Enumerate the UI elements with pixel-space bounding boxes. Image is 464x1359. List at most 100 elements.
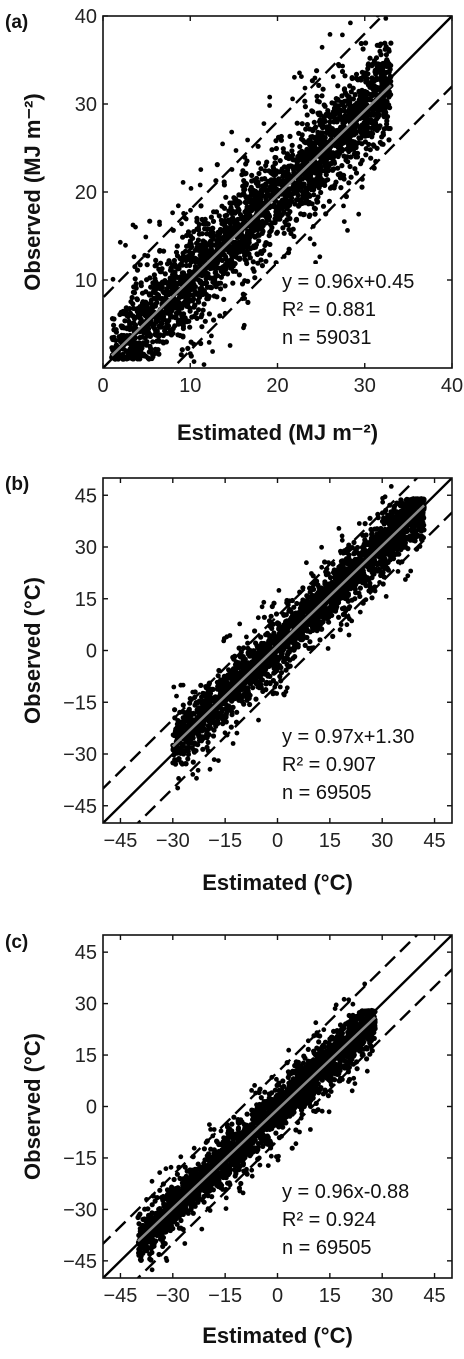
scatter-point bbox=[243, 161, 249, 167]
scatter-point bbox=[153, 257, 159, 263]
scatter-point bbox=[281, 658, 287, 665]
scatter-point bbox=[262, 186, 268, 192]
scatter-point bbox=[297, 70, 302, 76]
scatter-point bbox=[311, 192, 317, 198]
scatter-point bbox=[362, 573, 368, 579]
scatter-point bbox=[220, 141, 226, 147]
scatter-point bbox=[375, 109, 381, 116]
scatter-point bbox=[192, 303, 198, 309]
scatter-point bbox=[374, 75, 380, 81]
scatter-point bbox=[268, 613, 274, 619]
scatter-point bbox=[204, 231, 210, 237]
scatter-point bbox=[202, 244, 209, 250]
scatter-point bbox=[317, 254, 323, 260]
scatter-point bbox=[160, 332, 166, 339]
scatter-point bbox=[202, 318, 208, 324]
scatter-point bbox=[307, 126, 313, 132]
scatter-point bbox=[223, 194, 229, 200]
scatter-point bbox=[125, 352, 131, 359]
scatter-point bbox=[203, 272, 209, 278]
scatter-point bbox=[309, 176, 315, 183]
scatter-point bbox=[249, 208, 255, 214]
scatter-point bbox=[164, 261, 171, 267]
scatter-point bbox=[187, 308, 193, 314]
scatter-point bbox=[276, 621, 282, 627]
scatter-point bbox=[133, 224, 138, 230]
scatter-point bbox=[143, 289, 149, 295]
x-tick-label: 30 bbox=[354, 375, 376, 397]
scatter-point bbox=[293, 186, 299, 192]
scatter-point bbox=[263, 258, 269, 264]
scatter-point bbox=[206, 340, 212, 345]
scatter-point bbox=[227, 200, 233, 206]
scatter-point bbox=[216, 280, 222, 286]
scatter-point bbox=[326, 113, 332, 119]
scatter-point bbox=[142, 252, 148, 258]
scatter-point bbox=[302, 98, 308, 104]
scatter-point bbox=[194, 700, 200, 706]
r-squared-value: R² = 0.881 bbox=[282, 299, 376, 321]
scatter-point bbox=[130, 348, 136, 354]
scatter-point bbox=[289, 148, 295, 154]
scatter-point bbox=[342, 73, 348, 79]
scatter-point bbox=[173, 310, 179, 316]
scatter-point bbox=[148, 284, 154, 290]
scatter-point bbox=[285, 171, 291, 177]
scatter-point bbox=[199, 312, 205, 318]
scatter-point bbox=[281, 230, 287, 236]
scatter-point bbox=[224, 212, 230, 218]
scatter-point bbox=[356, 135, 362, 141]
scatter-point bbox=[339, 141, 345, 147]
scatter-point bbox=[222, 712, 228, 718]
scatter-point bbox=[289, 198, 295, 204]
scatter-point bbox=[297, 144, 303, 150]
scatter-point bbox=[278, 133, 284, 140]
scatter-point bbox=[382, 98, 388, 104]
scatter-point bbox=[359, 184, 365, 190]
scatter-point bbox=[323, 178, 329, 184]
scatter-point bbox=[339, 163, 345, 169]
scatter-point bbox=[188, 233, 194, 239]
scatter-point bbox=[113, 343, 119, 349]
scatter-point bbox=[356, 211, 362, 217]
scatter-point bbox=[221, 182, 227, 188]
scatter-point bbox=[158, 286, 164, 292]
scatter-point bbox=[196, 247, 202, 253]
scatter-point bbox=[109, 345, 115, 351]
scatter-point bbox=[255, 160, 262, 166]
scatter-point bbox=[347, 99, 353, 105]
plot-area bbox=[103, 478, 452, 823]
scatter-point bbox=[250, 259, 256, 265]
scatter-point bbox=[208, 243, 214, 249]
scatter-point bbox=[245, 645, 251, 652]
scatter-point bbox=[353, 144, 359, 151]
scatter-point bbox=[169, 275, 175, 281]
scatter-point bbox=[156, 281, 162, 287]
scatter-point bbox=[164, 307, 170, 313]
scatter-point bbox=[319, 93, 325, 99]
scatter-point bbox=[208, 248, 214, 254]
scatter-point bbox=[227, 224, 233, 230]
scatter-point bbox=[294, 120, 300, 126]
scatter-point bbox=[357, 126, 363, 132]
scatter-point bbox=[314, 98, 320, 104]
scatter-point bbox=[346, 605, 352, 612]
scatter-point bbox=[382, 40, 388, 46]
scatter-point bbox=[135, 314, 142, 320]
scatter-point bbox=[363, 146, 369, 152]
scatter-point bbox=[323, 172, 329, 178]
scatter-point bbox=[345, 228, 350, 233]
scatter-point bbox=[245, 137, 251, 143]
scatter-point bbox=[132, 322, 139, 328]
scatter-point bbox=[362, 521, 368, 527]
scatter-point bbox=[174, 721, 180, 727]
scatter-point bbox=[302, 171, 308, 177]
scatter-point bbox=[187, 351, 193, 356]
scatter-point bbox=[326, 149, 332, 155]
scatter-point bbox=[316, 82, 322, 88]
scatter-point bbox=[255, 232, 261, 238]
scatter-point bbox=[170, 732, 176, 738]
scatter-point bbox=[157, 312, 163, 318]
scatter-point bbox=[269, 224, 275, 231]
